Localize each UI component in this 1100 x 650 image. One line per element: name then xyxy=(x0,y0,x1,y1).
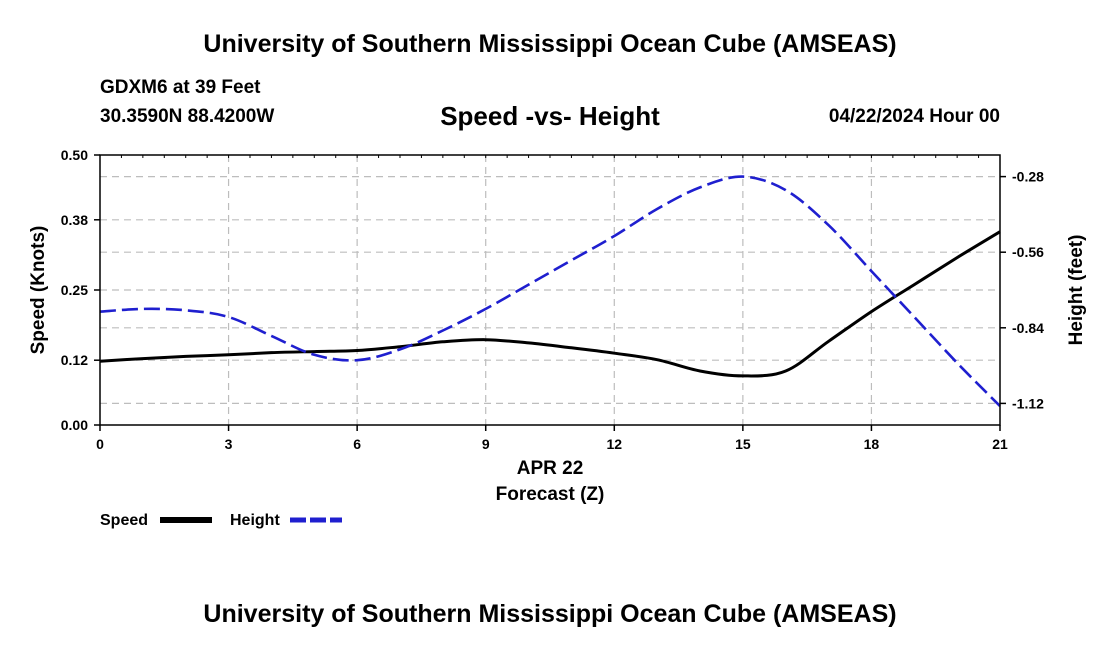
station-coordinates: 30.3590N 88.4200W xyxy=(100,106,275,127)
y-right-tick-label: -0.28 xyxy=(1012,169,1044,185)
grid-lines xyxy=(100,155,1000,425)
y-right-tick-label: -0.56 xyxy=(1012,244,1044,260)
y-left-tick-label: 0.12 xyxy=(61,352,88,368)
y-right-tick-label: -0.84 xyxy=(1012,320,1044,336)
footer-title: University of Southern Mississippi Ocean… xyxy=(203,600,897,628)
axis-ticks: 0 3 6 9 12 15 18 21 0.00 0.12 0.25 0.38 0.50 -0.28 -0.… xyxy=(61,147,1044,452)
x-tick-label: 21 xyxy=(992,436,1008,452)
station-label: GDXM6 at 39 Feet xyxy=(100,77,261,98)
chart-subtitle: Speed -vs- Height xyxy=(440,101,660,131)
y-axis-left-title: Speed (Knots) xyxy=(28,226,49,355)
series-lines xyxy=(99,175,1001,408)
forecast-date: 04/22/2024 Hour 00 xyxy=(828,106,1000,127)
x-axis-title: Forecast (Z) xyxy=(496,484,605,505)
y-left-tick-label: 0.50 xyxy=(61,147,88,163)
x-axis-date-label: APR 22 xyxy=(517,458,584,479)
y-left-tick-label: 0.00 xyxy=(61,417,88,433)
y-left-tick-label: 0.25 xyxy=(61,282,88,298)
series-line-height xyxy=(99,175,1001,408)
chart-main-title: University of Southern Mississippi Ocean… xyxy=(203,30,897,58)
y-left-tick-label: 0.38 xyxy=(61,212,88,228)
x-tick-label: 3 xyxy=(225,436,233,452)
y-right-tick-label: -1.12 xyxy=(1012,395,1044,411)
x-tick-label: 18 xyxy=(864,436,880,452)
x-tick-label: 0 xyxy=(96,436,104,452)
y-axis-right-title: Height (feet) xyxy=(1066,235,1087,346)
x-tick-label: 12 xyxy=(606,436,622,452)
series-line-speed xyxy=(99,230,1001,378)
x-tick-label: 9 xyxy=(482,436,490,452)
legend-height-label: Height xyxy=(230,512,280,529)
x-tick-label: 15 xyxy=(735,436,751,452)
x-tick-label: 6 xyxy=(353,436,361,452)
legend: Speed Height xyxy=(100,512,342,529)
legend-speed-label: Speed xyxy=(100,512,148,529)
